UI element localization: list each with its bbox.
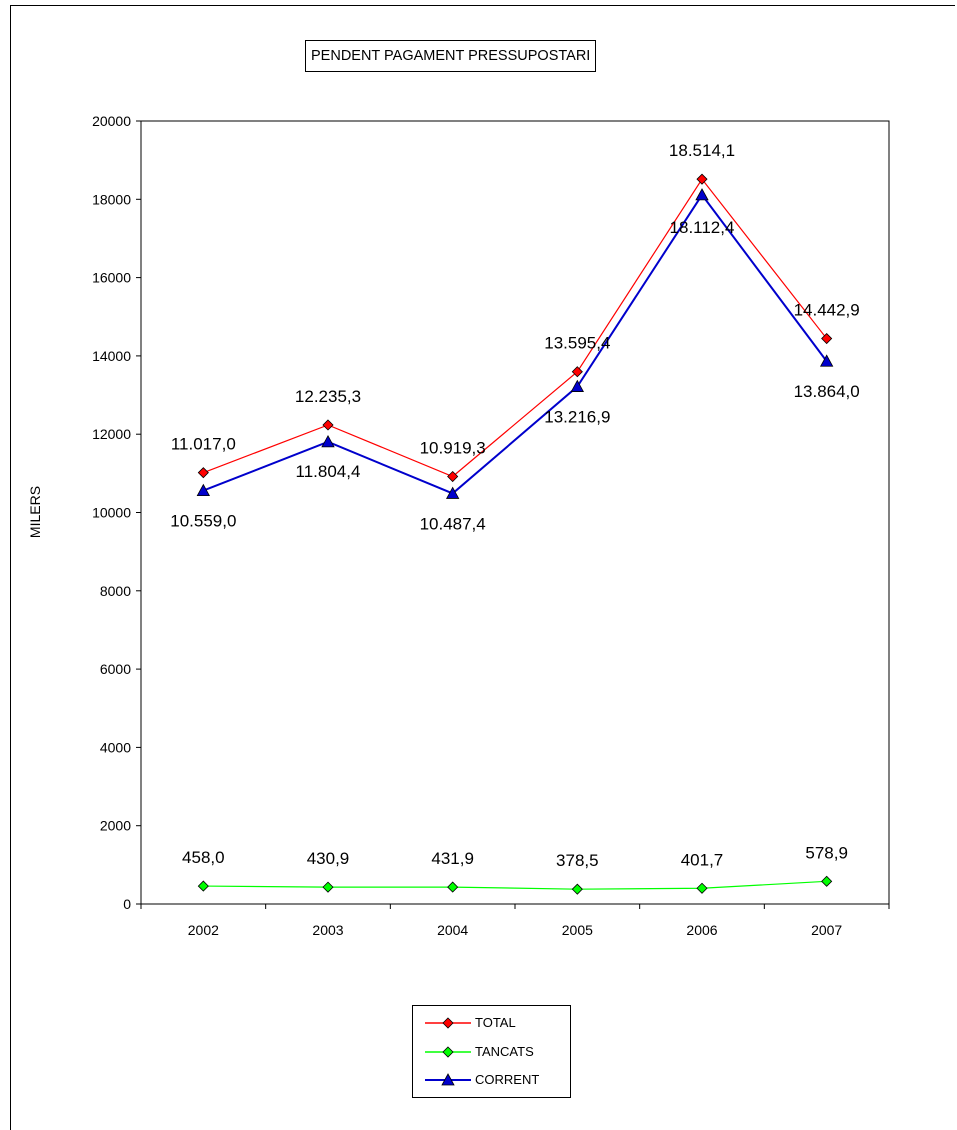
y-tick-label: 12000 — [92, 426, 131, 442]
chart-frame — [10, 5, 955, 1130]
series-markers — [196, 173, 834, 895]
x-tick-label: 2006 — [686, 922, 717, 938]
plot-area — [140, 120, 890, 905]
data-label-tancats: 578,9 — [805, 843, 848, 862]
series-line-total — [203, 178, 828, 478]
x-tick-label: 2004 — [437, 922, 468, 938]
marker-tancats — [571, 883, 583, 895]
legend-item-corrent: CORRENT — [413, 1067, 570, 1093]
data-label-corrent: 11.804,4 — [296, 462, 361, 481]
x-tick-label: 2002 — [188, 922, 219, 938]
y-tick-label: 4000 — [100, 739, 131, 755]
legend-item-total: TOTAL — [413, 1010, 570, 1036]
marker-corrent — [321, 435, 335, 448]
marker-tancats — [821, 875, 833, 887]
y-tick-label: 0 — [123, 896, 131, 912]
chart-title: PENDENT PAGAMENT PRESSUPOSTARI — [305, 40, 597, 72]
marker-total — [447, 470, 459, 483]
data-label-total: 18.514,1 — [669, 141, 735, 160]
legend-label-tancats: TANCATS — [475, 1044, 534, 1059]
x-tick-label: 2005 — [562, 922, 593, 938]
y-ticks: 0 2000 4000 6000 8000 10000 12000 14000 16000 180… — [92, 113, 141, 912]
data-label-tancats: 378,5 — [556, 851, 599, 870]
marker-tancats — [322, 881, 334, 893]
data-label-corrent: 18.112,4 — [670, 218, 735, 237]
x-tick-label: 2003 — [312, 922, 343, 938]
y-tick-label: 8000 — [100, 583, 131, 599]
legend-key-total — [425, 1017, 471, 1029]
legend-key-tancats — [425, 1046, 471, 1058]
legend-label-corrent: CORRENT — [475, 1072, 540, 1087]
marker-tancats — [696, 882, 708, 894]
data-label-total: 12.235,3 — [295, 387, 361, 406]
y-axis-label: MILERS — [27, 486, 43, 538]
data-labels: 11.017,0 12.235,3 10.919,3 13.595,4 18.514,1… — [170, 141, 860, 870]
series-line-tancats — [203, 880, 827, 890]
marker-total — [197, 467, 209, 479]
data-label-corrent: 10.487,4 — [420, 514, 486, 533]
marker-tancats — [197, 880, 209, 892]
marker-total — [322, 419, 334, 431]
marker-corrent — [570, 379, 585, 392]
legend-label-total: TOTAL — [475, 1015, 516, 1030]
y-tick-label: 18000 — [92, 191, 131, 207]
marker-total — [821, 332, 833, 345]
data-label-corrent: 10.559,0 — [170, 512, 236, 531]
marker-total — [571, 366, 583, 378]
y-tick-label: 16000 — [92, 270, 131, 286]
data-label-tancats: 458,0 — [182, 848, 225, 867]
y-tick-label: 6000 — [100, 661, 131, 677]
data-label-tancats: 431,9 — [431, 849, 474, 868]
marker-corrent — [819, 354, 834, 367]
data-label-corrent: 13.864,0 — [794, 382, 860, 401]
data-label-tancats: 401,7 — [681, 850, 724, 869]
data-label-total: 13.595,4 — [544, 334, 610, 353]
marker-corrent — [695, 188, 709, 201]
marker-total — [696, 173, 708, 185]
y-tick-label: 2000 — [100, 818, 131, 834]
data-label-tancats: 430,9 — [307, 849, 350, 868]
marker-corrent — [445, 486, 460, 499]
data-label-corrent: 13.216,9 — [544, 408, 610, 427]
legend: TOTAL TANCATS CORRENT — [412, 1005, 571, 1098]
series-line-corrent — [202, 193, 828, 495]
legend-key-corrent — [425, 1073, 471, 1086]
y-tick-label: 10000 — [92, 505, 131, 521]
data-label-total: 11.017,0 — [171, 435, 236, 454]
marker-corrent — [196, 483, 211, 497]
data-label-total: 14.442,9 — [794, 301, 860, 320]
x-tick-label: 2007 — [811, 922, 842, 938]
legend-item-tancats: TANCATS — [413, 1039, 570, 1065]
marker-tancats — [447, 881, 459, 893]
series-lines — [202, 178, 828, 890]
y-tick-label: 20000 — [92, 113, 131, 129]
data-label-total: 10.919,3 — [420, 439, 486, 458]
y-tick-label: 14000 — [92, 348, 131, 364]
x-ticks: 2002 2003 2004 2005 2006 2007 — [140, 904, 890, 938]
